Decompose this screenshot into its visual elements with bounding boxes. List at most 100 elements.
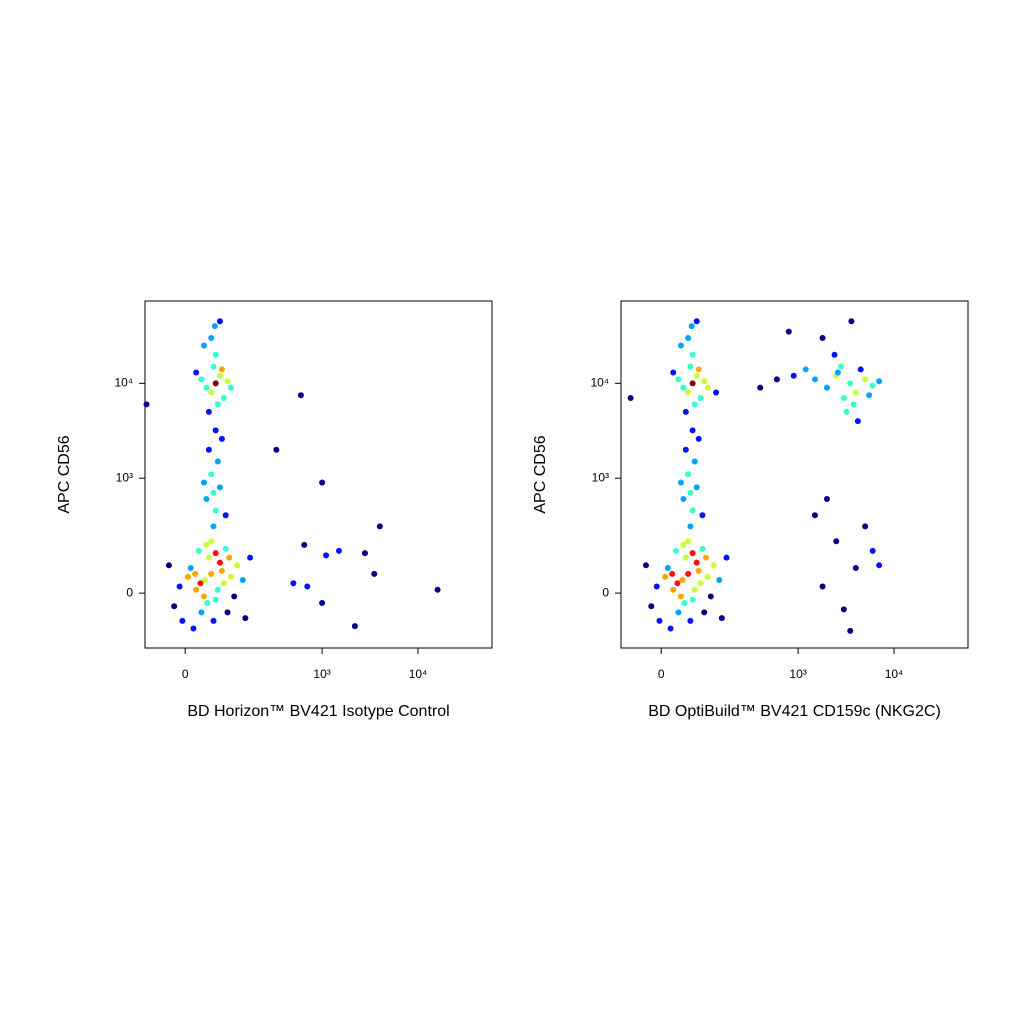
data-point	[200, 342, 207, 349]
x-tick-label: 10⁴	[409, 667, 428, 681]
data-point	[218, 435, 225, 442]
data-point	[179, 617, 186, 624]
data-point	[216, 559, 223, 566]
data-point	[695, 567, 702, 574]
data-point	[718, 615, 725, 622]
data-point	[689, 550, 696, 557]
data-point	[848, 318, 855, 325]
y-tick-label: 0	[126, 585, 133, 599]
data-point	[672, 547, 679, 554]
data-point	[691, 401, 698, 408]
data-point	[701, 378, 708, 385]
data-point	[685, 334, 692, 341]
data-point	[304, 583, 311, 590]
data-point	[210, 523, 217, 530]
data-point	[210, 363, 217, 370]
data-point	[693, 318, 700, 325]
data-point	[710, 562, 717, 569]
data-point	[862, 376, 869, 383]
data-point	[212, 380, 219, 387]
data-point	[697, 395, 704, 402]
data-point	[702, 554, 709, 561]
data-point	[677, 342, 684, 349]
data-point	[205, 408, 212, 415]
data-point	[785, 328, 792, 335]
data-point	[679, 577, 686, 584]
data-point	[680, 541, 687, 548]
data-point	[687, 489, 694, 496]
data-point	[811, 512, 818, 519]
data-point	[843, 408, 850, 415]
data-point	[198, 376, 205, 383]
x-axis-label: BD Horizon™ BV421 Isotype Control	[187, 703, 449, 720]
data-point	[319, 600, 326, 607]
data-point	[790, 372, 797, 379]
data-point	[210, 617, 217, 624]
data-point	[689, 380, 696, 387]
data-point	[227, 573, 234, 580]
data-point	[190, 625, 197, 632]
data-point	[200, 593, 207, 600]
data-point	[834, 369, 841, 376]
data-point	[361, 550, 368, 557]
x-tick-label: 10³	[313, 667, 330, 681]
data-point	[216, 372, 223, 379]
data-point	[222, 512, 229, 519]
data-point	[193, 586, 200, 593]
data-point	[234, 562, 241, 569]
data-point	[823, 384, 830, 391]
data-point	[176, 583, 183, 590]
data-point	[811, 376, 818, 383]
data-point	[351, 623, 358, 630]
data-point	[203, 541, 210, 548]
data-point	[227, 384, 234, 391]
x-tick-label: 10⁴	[885, 667, 904, 681]
plot: 0 10³ 10⁴ 0 10³ 10⁴ BD Horizon™ BV421 Isotype …	[56, 300, 493, 720]
data-point	[681, 600, 688, 607]
data-point	[216, 318, 223, 325]
x-axis-label: BD OptiBuild™ BV421 CD159c (NKG2C)	[648, 703, 941, 720]
data-point	[648, 603, 655, 610]
data-point	[831, 351, 838, 358]
data-point	[688, 323, 695, 330]
data-point	[203, 384, 210, 391]
data-point	[239, 577, 246, 584]
y-tick-label: 10⁴	[114, 375, 133, 389]
y-tick-label: 10⁴	[590, 375, 609, 389]
data-point	[198, 609, 205, 616]
data-point	[837, 363, 844, 370]
data-point	[713, 389, 720, 396]
data-point	[224, 609, 231, 616]
data-point	[689, 507, 696, 514]
data-point	[212, 507, 219, 514]
data-point	[689, 596, 696, 603]
data-point	[691, 586, 698, 593]
x-tick-label: 0	[658, 667, 665, 681]
data-point	[773, 376, 780, 383]
data-point	[656, 617, 663, 624]
data-point	[226, 554, 233, 561]
data-point	[247, 554, 254, 561]
data-point	[376, 523, 383, 530]
data-point	[218, 366, 225, 373]
data-point	[866, 392, 873, 399]
data-point	[204, 600, 211, 607]
data-point	[819, 334, 826, 341]
data-point	[876, 378, 883, 385]
data-point	[691, 458, 698, 465]
data-point	[857, 366, 864, 373]
data-point	[273, 446, 280, 453]
data-point	[193, 369, 200, 376]
data-point	[214, 458, 221, 465]
data-point	[197, 580, 204, 587]
data-point	[297, 392, 304, 399]
data-point	[680, 496, 687, 503]
data-point	[674, 580, 681, 587]
y-axis-label: APC CD56	[532, 435, 549, 513]
data-point	[685, 389, 692, 396]
data-point	[852, 565, 859, 572]
data-point	[854, 418, 861, 425]
data-point	[669, 570, 676, 577]
data-point	[165, 562, 172, 569]
